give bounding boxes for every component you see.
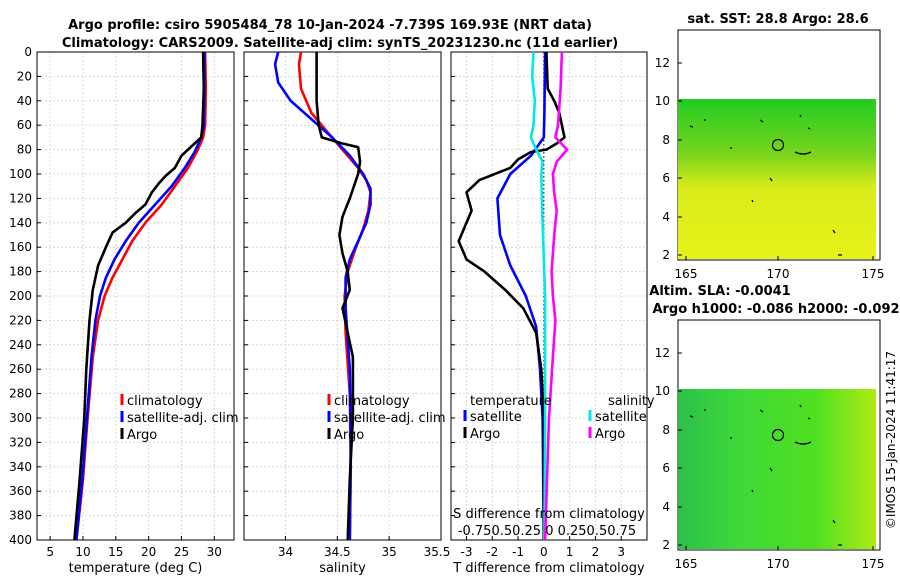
map-y-tick-label: 6 — [662, 461, 670, 475]
legend-label: Argo — [595, 427, 625, 442]
sst-argo-marker — [771, 138, 785, 152]
legend-title-temperature: temperature — [470, 394, 552, 409]
y-tick-label: 360 — [9, 484, 32, 498]
x-tick-label: 25 — [174, 545, 189, 559]
x-tick-label: 3 — [617, 545, 625, 559]
legend-label: satellite — [595, 410, 647, 425]
sla-map-field — [678, 389, 876, 549]
legend-label: climatology — [334, 394, 410, 409]
y-tick-label: 320 — [9, 435, 32, 449]
x-axis-label: temperature (deg C) — [69, 561, 203, 576]
map-y-tick-label: 2 — [662, 538, 670, 552]
map-y-tick-label: 12 — [655, 346, 670, 360]
x-tick-label: 35 — [382, 545, 397, 559]
sst-map: 165 170 175 2 4 6 8 10 12 — [655, 29, 885, 281]
sst-map-field — [678, 99, 876, 259]
y-tick-label: 200 — [9, 289, 32, 303]
map-y-tick-label: 4 — [662, 210, 670, 224]
map-y-tick-label: 6 — [662, 171, 670, 185]
legend-title-salinity: salinity — [608, 394, 655, 409]
y-tick-label: 240 — [9, 338, 32, 352]
y-tick-label: 40 — [17, 94, 32, 108]
footer-stamp: ©IMOS 15-Jan-2024 11:41:17 — [884, 351, 898, 529]
legend-label: satellite-adj. clim — [334, 411, 446, 426]
series-line-argo — [73, 51, 206, 541]
y-tick-label: 300 — [9, 411, 32, 425]
sla-map-islands — [689, 404, 842, 546]
map-x-tick-label: 165 — [675, 557, 698, 571]
figure-title-line1: Argo profile: csiro 5905484_78 10-Jan-20… — [68, 18, 592, 33]
map-x-tick-label: 170 — [767, 267, 790, 281]
series-line-satellite-adj-clim — [273, 51, 372, 541]
series-line-argo — [315, 52, 362, 541]
difference-panel: -3 -2 -1 0 1 2 3 T difference from climatology t… — [450, 51, 655, 576]
x-tick-label: -1 — [512, 545, 524, 559]
map-x-tick-label: 175 — [862, 267, 885, 281]
map-y-tick-label: 8 — [662, 423, 670, 437]
legend-label: satellite — [470, 410, 522, 425]
x-tick-label: 5 — [46, 545, 54, 559]
y-tick-label: 100 — [9, 167, 32, 181]
map-y-tick-label: 10 — [655, 384, 670, 398]
map-x-tick-label: 175 — [862, 557, 885, 571]
figure-title-line2: Climatology: CARS2009. Satellite-adj cli… — [62, 36, 618, 51]
x-tick-label: 30 — [207, 545, 222, 559]
y-tick-label: 400 — [9, 533, 32, 547]
y-tick-label: 220 — [9, 313, 32, 327]
x-tick-label: 10 — [75, 545, 90, 559]
sla-map: 165 170 175 2 4 6 8 10 12 — [655, 319, 885, 571]
x-tick-label: 15 — [108, 545, 123, 559]
salinity-diff-tick-labels: -0.750.50.25 0 0.250.50.75 — [458, 524, 636, 539]
sla-map-ticks: 165 170 175 2 4 6 8 10 12 — [655, 346, 885, 571]
x-tick-label: 20 — [141, 545, 156, 559]
x-axis-label: salinity — [319, 561, 366, 576]
y-tick-label: 340 — [9, 460, 32, 474]
y-tick-label: 20 — [17, 69, 32, 83]
legend-label: Argo — [127, 428, 157, 443]
x-tick-label: 34.5 — [324, 545, 351, 559]
map-y-tick-label: 8 — [662, 133, 670, 147]
series-line-s-satellite — [529, 51, 547, 541]
salinity-panel: 34 34.5 35 35.5 salinity climatology satellite… — [243, 51, 451, 576]
x-tick-label: -3 — [460, 545, 472, 559]
map-x-tick-label: 170 — [767, 557, 790, 571]
y-tick-label: 80 — [17, 143, 32, 157]
y-tick-label: 260 — [9, 362, 32, 376]
x-tick-label: 2 — [592, 545, 600, 559]
sst-map-islands — [689, 114, 842, 256]
x-tick-label: 0 — [540, 545, 548, 559]
map-y-tick-label: 10 — [655, 94, 670, 108]
x-tick-label: 34 — [278, 545, 293, 559]
temperature-panel: 5 10 15 20 25 30 temperature (deg C) 0 20 40 60 80 1… — [9, 45, 239, 576]
x-tick-label: 35.5 — [424, 545, 451, 559]
salinity-diff-axis-label: S difference from climatology — [453, 507, 645, 522]
sla-argo-marker — [771, 428, 785, 442]
legend-label: climatology — [127, 394, 203, 409]
map-y-tick-label: 2 — [662, 248, 670, 262]
series-line-s-argo — [543, 51, 569, 541]
y-tick-label: 160 — [9, 240, 32, 254]
x-axis-label: T difference from climatology — [452, 561, 645, 576]
sst-map-title: sat. SST: 28.8 Argo: 28.6 — [687, 12, 868, 27]
y-tick-label: 140 — [9, 216, 32, 230]
y-tick-label: 60 — [17, 118, 32, 132]
map-x-tick-label: 165 — [675, 267, 698, 281]
y-tick-label: 380 — [9, 509, 32, 523]
map-y-tick-label: 4 — [662, 500, 670, 514]
y-tick-label: 0 — [24, 45, 32, 59]
y-tick-label: 280 — [9, 387, 32, 401]
series-line-t-argo — [457, 51, 566, 540]
x-tick-label: 1 — [566, 545, 574, 559]
y-tick-label: 180 — [9, 265, 32, 279]
legend-label: satellite-adj. clim — [127, 411, 239, 426]
legend-label: Argo — [334, 428, 364, 443]
legend-label: Argo — [470, 427, 500, 442]
sla-map-title-line1: Altim. SLA: -0.0041 — [649, 284, 790, 299]
y-tick-label: 120 — [9, 191, 32, 205]
map-y-tick-label: 12 — [655, 56, 670, 70]
x-tick-label: -2 — [486, 545, 498, 559]
sla-map-title-line2: Argo h1000: -0.086 h2000: -0.092 — [652, 302, 899, 317]
sst-map-ticks: 165 170 175 2 4 6 8 10 12 — [655, 56, 885, 281]
